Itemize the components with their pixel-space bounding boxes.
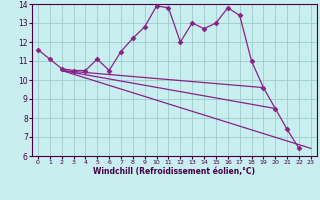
X-axis label: Windchill (Refroidissement éolien,°C): Windchill (Refroidissement éolien,°C) (93, 167, 255, 176)
